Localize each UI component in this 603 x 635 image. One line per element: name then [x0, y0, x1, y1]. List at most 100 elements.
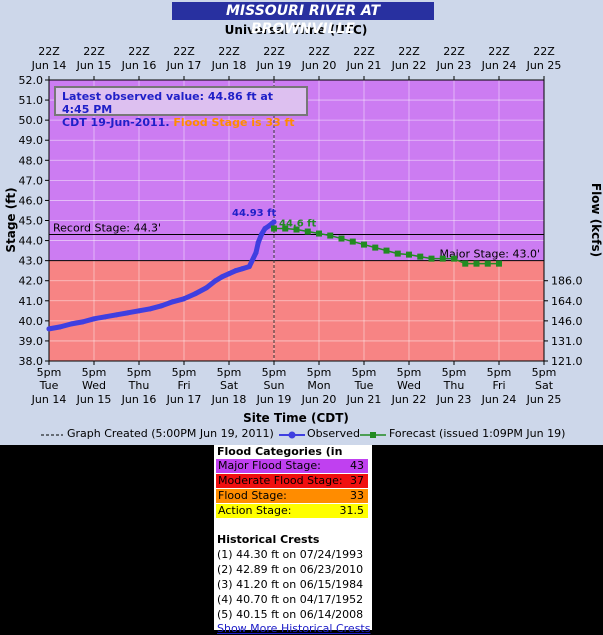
x-tick-day: Tue [39, 379, 59, 392]
x-tick-date: Jun 19 [256, 393, 292, 406]
top-tick-date: Jun 25 [526, 59, 562, 72]
x-tick-day: Fri [492, 379, 505, 392]
x-tick-date: Jun 22 [391, 393, 427, 406]
observed-series-line [46, 219, 277, 332]
y-tick-label: 38.0 [19, 355, 44, 368]
x-tick-day: Fri [177, 379, 190, 392]
top-tick-date: Jun 22 [391, 59, 427, 72]
category-action-label: Action Stage: [218, 504, 292, 517]
y-tick-label: 42.0 [19, 275, 44, 288]
site-axis-label: Site Time (CDT) [243, 411, 349, 425]
value-annotation-0: 44.93 ft [232, 208, 276, 219]
x-tick-time: 5pm [487, 366, 512, 379]
top-tick-time: 22Z [353, 45, 375, 58]
x-tick-date: Jun 25 [526, 393, 562, 406]
top-tick-date: Jun 24 [481, 59, 517, 72]
forecast-point [271, 225, 277, 232]
observed-point [170, 299, 176, 305]
top-tick-time: 22Z [488, 45, 510, 58]
category-action-value: 31.5 [339, 504, 365, 517]
x-tick-time: 5pm [307, 366, 332, 379]
observed-point [271, 219, 277, 225]
x-tick-date: Jun 17 [166, 393, 202, 406]
forecast-point [349, 238, 356, 245]
chart-title: MISSOURI RIVER AT BROWNVILLE [172, 2, 434, 37]
y-tick-label: 46.0 [19, 194, 44, 207]
x-tick-day: Sat [535, 379, 554, 392]
forecast-point [496, 260, 502, 267]
observed-point [255, 240, 261, 246]
observed-point [181, 296, 187, 302]
crest-item: (5) 40.15 ft on 06/14/2008 [217, 608, 364, 621]
category-moderate-label: Moderate Flood Stage: [218, 474, 343, 487]
crest-item: (3) 41.20 ft on 06/15/1984 [217, 578, 364, 591]
y-tick-label: 51.0 [19, 94, 44, 107]
forecast-point [282, 225, 289, 232]
x-tick-date: Jun 20 [301, 393, 337, 406]
top-tick-time: 22Z [398, 45, 420, 58]
top-tick-date: Jun 15 [76, 59, 112, 72]
observed-point [258, 232, 264, 238]
category-moderate: Moderate Flood Stage: 37 [216, 474, 368, 488]
legend-forecast: Forecast (issued 1:09PM Jun 19) [389, 427, 566, 440]
top-tick-time: 22Z [533, 45, 555, 58]
stage-band-1 [49, 260, 544, 361]
x-tick-time: 5pm [172, 366, 197, 379]
observed-point [57, 324, 63, 330]
x-tick-time: 5pm [37, 366, 62, 379]
flood-categories-panel: Flood Categories (in feet) Major Flood S… [214, 445, 372, 635]
forecast-point [439, 255, 446, 262]
forecast-point [316, 230, 322, 237]
latest-observation-box: Latest observed value: 44.86 ft at 4:45 … [54, 86, 308, 129]
category-major-label: Major Flood Stage: [218, 459, 321, 472]
forecast-point [327, 232, 334, 239]
category-action: Action Stage: 31.5 [216, 504, 368, 518]
top-tick-date: Jun 23 [436, 59, 472, 72]
y-tick-label: 47.0 [19, 174, 44, 187]
crest-item: (1) 44.30 ft on 07/24/1993 [217, 548, 364, 561]
top-tick-time: 22Z [218, 45, 240, 58]
category-moderate-value: 37 [350, 474, 364, 487]
observed-point [253, 250, 259, 256]
observed-point [219, 274, 225, 280]
y-tick-label: 44.0 [19, 235, 44, 248]
observed-point [114, 312, 119, 318]
forecast-point [473, 260, 480, 267]
show-more-crests-link[interactable]: Show More Historical Crests [217, 622, 371, 635]
forecast-point [417, 253, 424, 260]
top-tick-date: Jun 20 [301, 59, 337, 72]
legend-forecast-marker-icon [370, 432, 376, 438]
top-tick-time: 22Z [443, 45, 465, 58]
category-major: Major Flood Stage: 43 [216, 459, 368, 473]
forecast-point [372, 244, 379, 251]
flow-tick-label: 186.0 [551, 275, 583, 288]
observed-point [204, 285, 209, 291]
y-tick-label: 39.0 [19, 335, 44, 348]
x-tick-day: Thu [128, 379, 150, 392]
top-tick-time: 22Z [173, 45, 195, 58]
flow-tick-label: 164.0 [551, 295, 583, 308]
latest-observation-line1: Latest observed value: 44.86 ft at 4:45 … [62, 90, 274, 116]
forecast-point [338, 235, 345, 242]
x-tick-day: Mon [307, 379, 330, 392]
observed-point [233, 268, 239, 274]
x-tick-day: Wed [82, 379, 106, 392]
category-flood-label: Flood Stage: [218, 489, 287, 502]
x-tick-date: Jun 21 [346, 393, 382, 406]
latest-observation-date: CDT 19-Jun-2011. [62, 116, 174, 129]
top-tick-date: Jun 16 [121, 59, 157, 72]
x-tick-date: Jun 24 [481, 393, 517, 406]
forecast-point [304, 228, 311, 235]
forecast-point [462, 260, 469, 267]
x-tick-day: Sun [264, 379, 285, 392]
y-tick-label: 50.0 [19, 114, 44, 127]
observed-point [159, 303, 164, 309]
x-tick-date: Jun 15 [76, 393, 112, 406]
stage-axis-label: Stage (ft) [4, 187, 18, 252]
x-tick-time: 5pm [442, 366, 467, 379]
top-tick-date: Jun 19 [256, 59, 292, 72]
x-tick-date: Jun 14 [31, 393, 67, 406]
legend-graph-created: Graph Created (5:00PM Jun 19, 2011) [67, 427, 274, 440]
observed-point [80, 319, 86, 325]
x-tick-day: Thu [443, 379, 465, 392]
